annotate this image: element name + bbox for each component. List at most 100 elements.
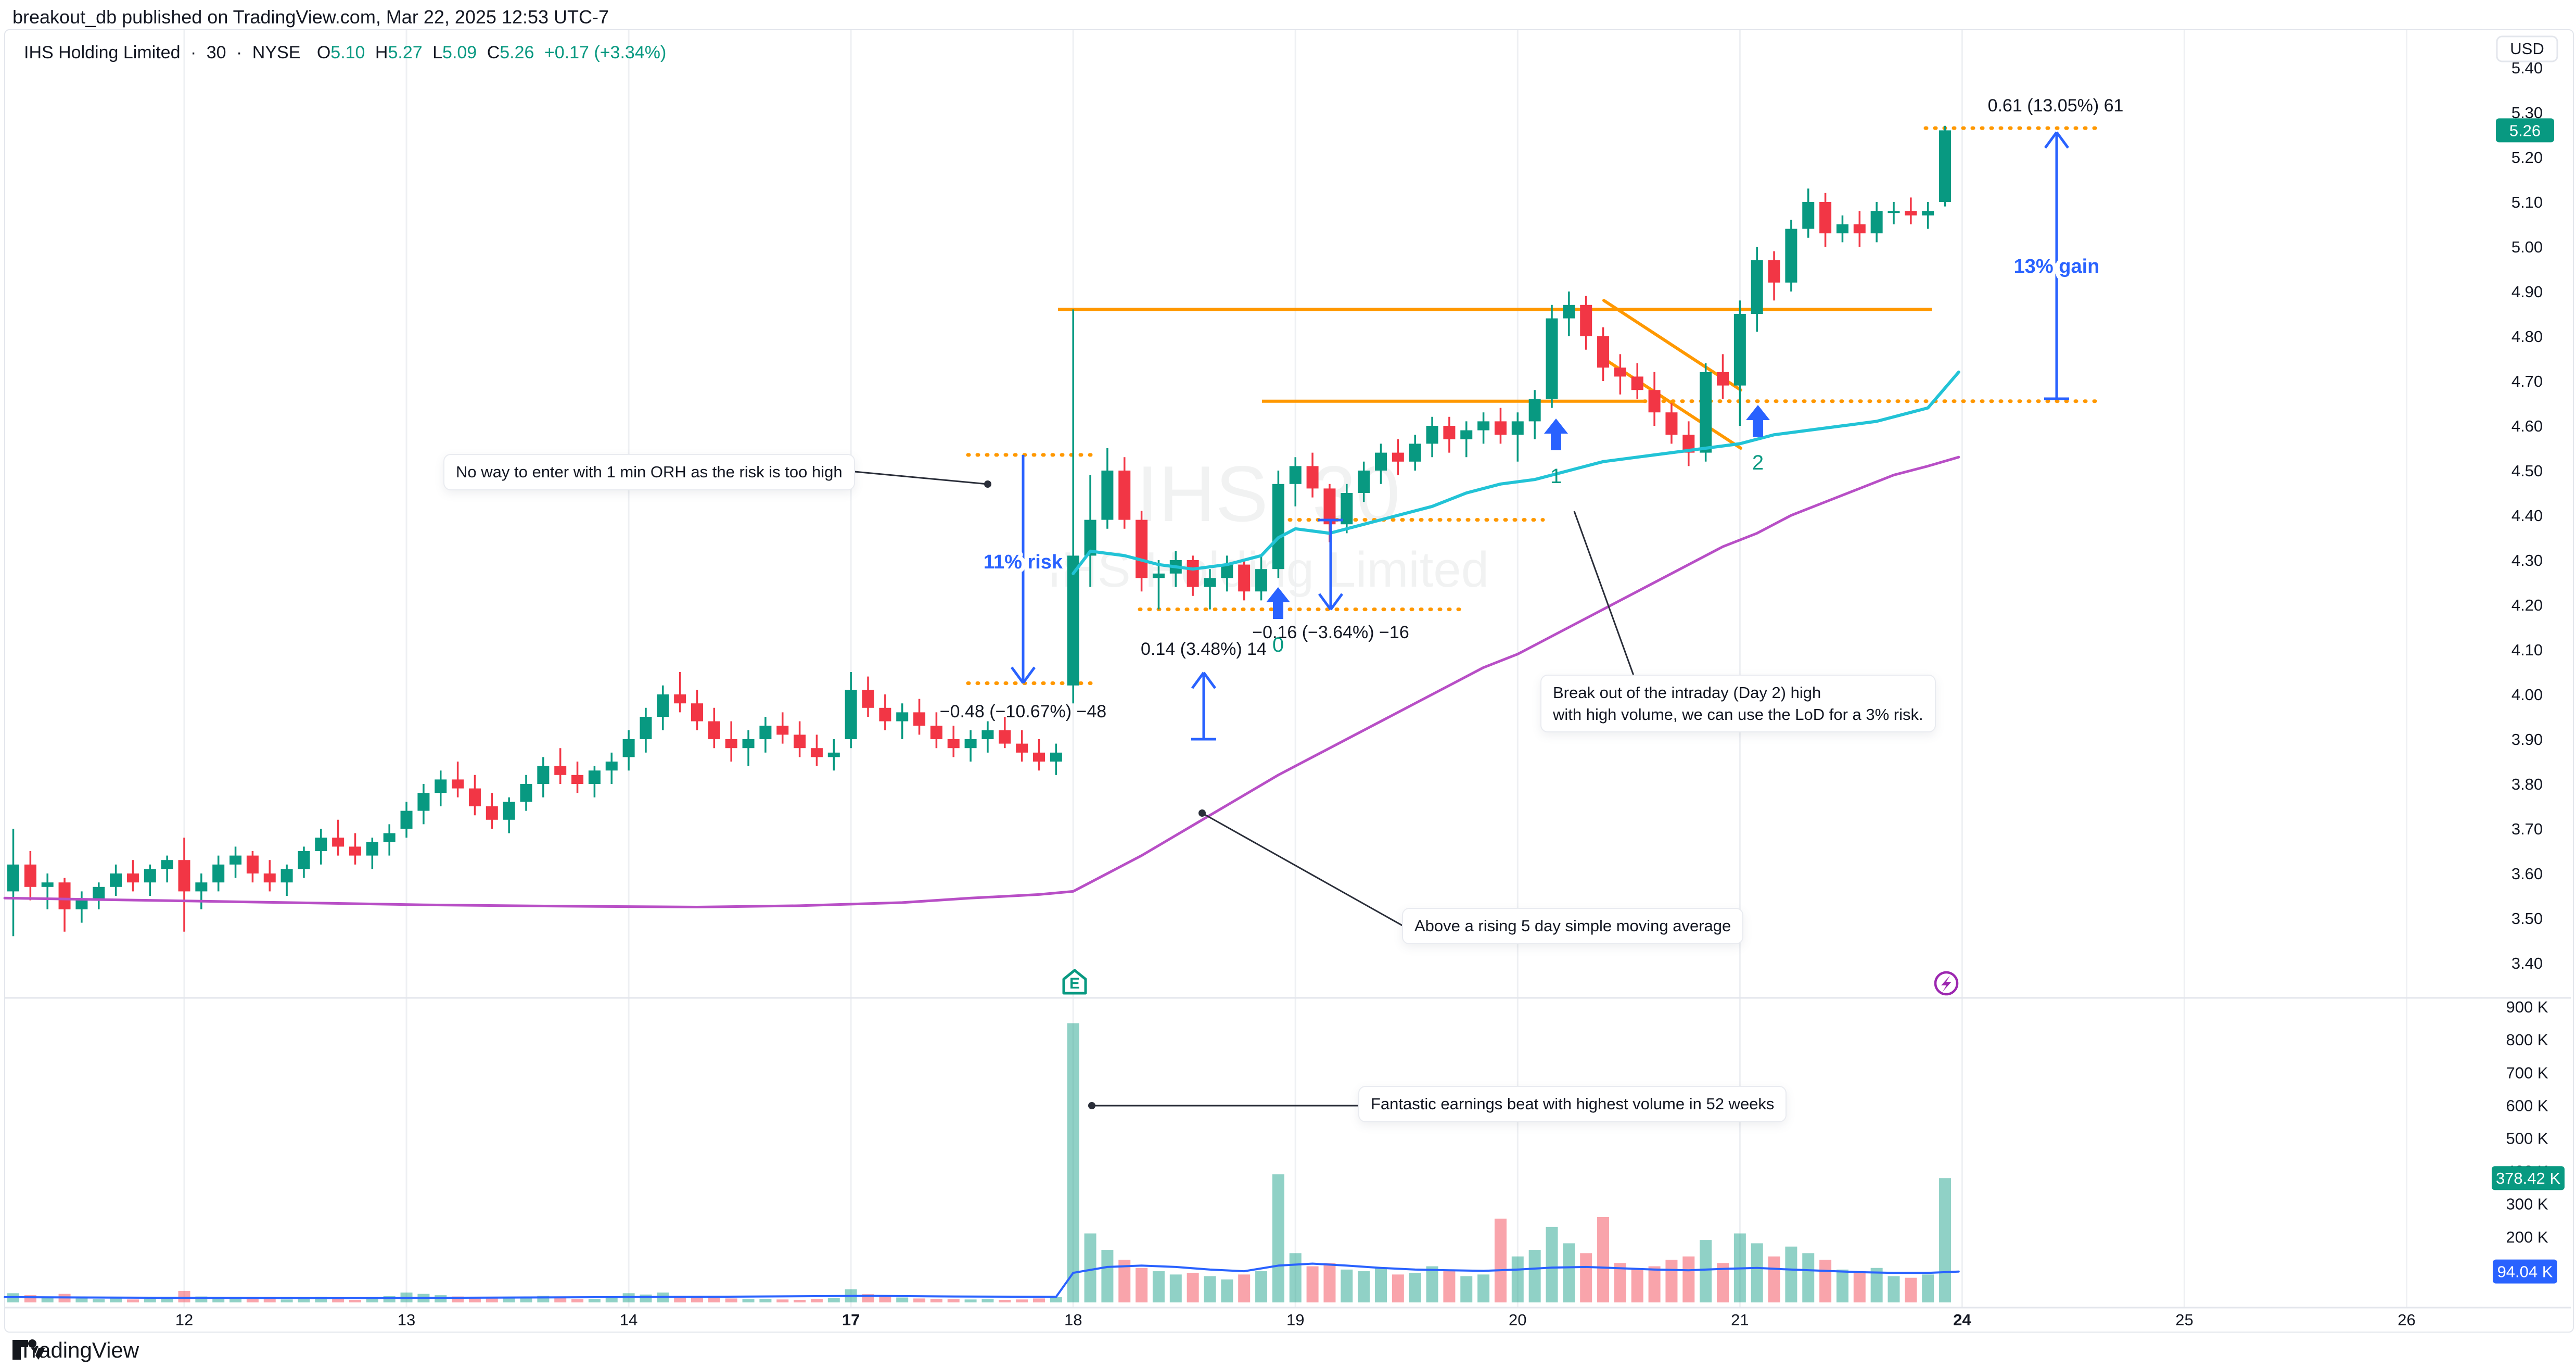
small-gain-measure[interactable] xyxy=(1191,672,1217,741)
callout-orh-risk-text: No way to enter with 1 min ORH as the ri… xyxy=(456,463,843,481)
volume-bar xyxy=(999,1299,1011,1302)
candle-body xyxy=(1443,426,1456,439)
volume-bar xyxy=(725,1298,737,1302)
volume-bar xyxy=(930,1299,942,1302)
volume-bar xyxy=(1819,1259,1832,1302)
volume-bar xyxy=(246,1298,259,1302)
volume-bar xyxy=(879,1296,891,1302)
risk-measure[interactable] xyxy=(1010,455,1036,684)
chart-card: IHS Holding Limited · 30 · NYSE O5.10 H5… xyxy=(4,29,2574,1333)
candle-body xyxy=(1733,314,1746,386)
volume-bar xyxy=(126,1299,139,1302)
candle-body xyxy=(1477,421,1490,430)
callout-breakout[interactable]: Break out of the intraday (Day 2) high w… xyxy=(1540,675,1936,733)
candle-body xyxy=(315,838,327,851)
callout-orh-risk[interactable]: No way to enter with 1 min ORH as the ri… xyxy=(443,454,855,490)
candle-body xyxy=(366,842,378,856)
volume-bar xyxy=(964,1299,977,1302)
volume-bar xyxy=(1888,1276,1900,1302)
price-axis-label: 4.80 xyxy=(2511,327,2543,346)
candle-body xyxy=(1768,260,1780,283)
currency-box[interactable] xyxy=(2496,35,2558,62)
tradingview-logo[interactable]: TradingView xyxy=(11,1338,139,1363)
volume-bar xyxy=(947,1299,960,1302)
volume-bar xyxy=(93,1299,105,1302)
volume-bar xyxy=(1358,1271,1370,1302)
volume-bar xyxy=(1187,1273,1199,1302)
volume-bar xyxy=(161,1298,173,1302)
volume-bar xyxy=(349,1299,361,1302)
intraday-ma-line[interactable] xyxy=(1072,370,1960,575)
volume-bar xyxy=(1853,1271,1866,1302)
candle-body xyxy=(657,694,669,717)
volume-bar xyxy=(1546,1226,1558,1302)
entry-marker-arrow-0[interactable] xyxy=(1266,587,1290,619)
candle-body xyxy=(1187,560,1199,587)
volume-bar xyxy=(1323,1263,1336,1302)
callout-earnings[interactable]: Fantastic earnings beat with highest vol… xyxy=(1358,1086,1787,1122)
volume-bar xyxy=(1528,1250,1541,1302)
callout-breakout-line2: with high volume, we can use the LoD for… xyxy=(1553,705,1923,724)
candle-body xyxy=(503,802,515,820)
low-label: L xyxy=(432,43,443,62)
candle-body xyxy=(571,775,584,784)
time-axis-label-25: 25 xyxy=(2175,1311,2193,1329)
time-axis-label-24: 24 xyxy=(1953,1311,1971,1329)
last-price-badge-text: 5.26 xyxy=(2509,121,2541,140)
volume-bar xyxy=(1084,1233,1096,1302)
volume-bar xyxy=(691,1297,703,1302)
candle-body xyxy=(1494,421,1507,435)
volume-bar xyxy=(1922,1274,1934,1302)
price-axis-label: 4.70 xyxy=(2511,372,2543,390)
candle-body xyxy=(468,788,481,806)
five-day-sma-line[interactable] xyxy=(3,455,1960,908)
measure-text: 11% risk xyxy=(984,551,1063,573)
candle-body xyxy=(999,730,1011,744)
candle-body xyxy=(75,900,88,909)
volume-ma-line[interactable] xyxy=(4,1262,1960,1299)
volume-bar xyxy=(1939,1178,1952,1302)
candle-body xyxy=(1751,260,1763,314)
volume-bar xyxy=(280,1299,293,1302)
volume-badge-text: 378.42 K xyxy=(2496,1169,2560,1187)
price-axis-label: 3.60 xyxy=(2511,865,2543,883)
callout-sma[interactable]: Above a rising 5 day simple moving avera… xyxy=(1402,908,1744,944)
small-gain-measure-part xyxy=(1202,672,1217,689)
price-axis-label: 3.70 xyxy=(2511,820,2543,838)
earnings-icon[interactable] xyxy=(1062,969,1087,995)
volume-bar xyxy=(1426,1266,1438,1302)
small-loss-measure[interactable] xyxy=(1318,518,1344,611)
candle-body xyxy=(400,810,413,829)
candle-body xyxy=(1802,202,1815,229)
high-value: 5.27 xyxy=(388,43,423,62)
price-axis-label: 5.00 xyxy=(2511,238,2543,256)
entry-marker-label-1: 1 xyxy=(1550,465,1562,488)
candle-body xyxy=(794,734,806,749)
candle-body xyxy=(452,779,464,789)
volume-bar xyxy=(1511,1256,1524,1302)
small-gain-measure-part xyxy=(1191,672,1205,689)
volume-axis-label: 600 K xyxy=(2506,1096,2548,1114)
volume-bar xyxy=(1460,1276,1473,1302)
gain-measure[interactable] xyxy=(2044,131,2070,400)
open-label: O xyxy=(316,43,331,62)
volume-bar xyxy=(1802,1253,1815,1302)
volume-bar xyxy=(1700,1240,1712,1302)
volume-bar xyxy=(605,1297,618,1302)
entry-marker-arrow-1[interactable] xyxy=(1544,419,1568,450)
volume-bar xyxy=(1563,1243,1575,1302)
entry-marker-arrow-2[interactable] xyxy=(1746,405,1770,437)
volume-bar xyxy=(1870,1268,1883,1302)
price-axis-label: 5.20 xyxy=(2511,148,2543,167)
candle-body xyxy=(1528,399,1541,422)
symbol-header: IHS Holding Limited · 30 · NYSE O5.10 H5… xyxy=(24,43,671,63)
callout-breakout-line1: Break out of the intraday (Day 2) high xyxy=(1553,683,1821,702)
volume-bar xyxy=(1221,1279,1233,1302)
candle-body xyxy=(1511,421,1524,435)
volume-bar xyxy=(1101,1250,1114,1302)
candle-body xyxy=(845,690,857,739)
candle-body xyxy=(1221,564,1233,578)
candle-body xyxy=(178,860,190,892)
candle-body xyxy=(383,833,396,842)
